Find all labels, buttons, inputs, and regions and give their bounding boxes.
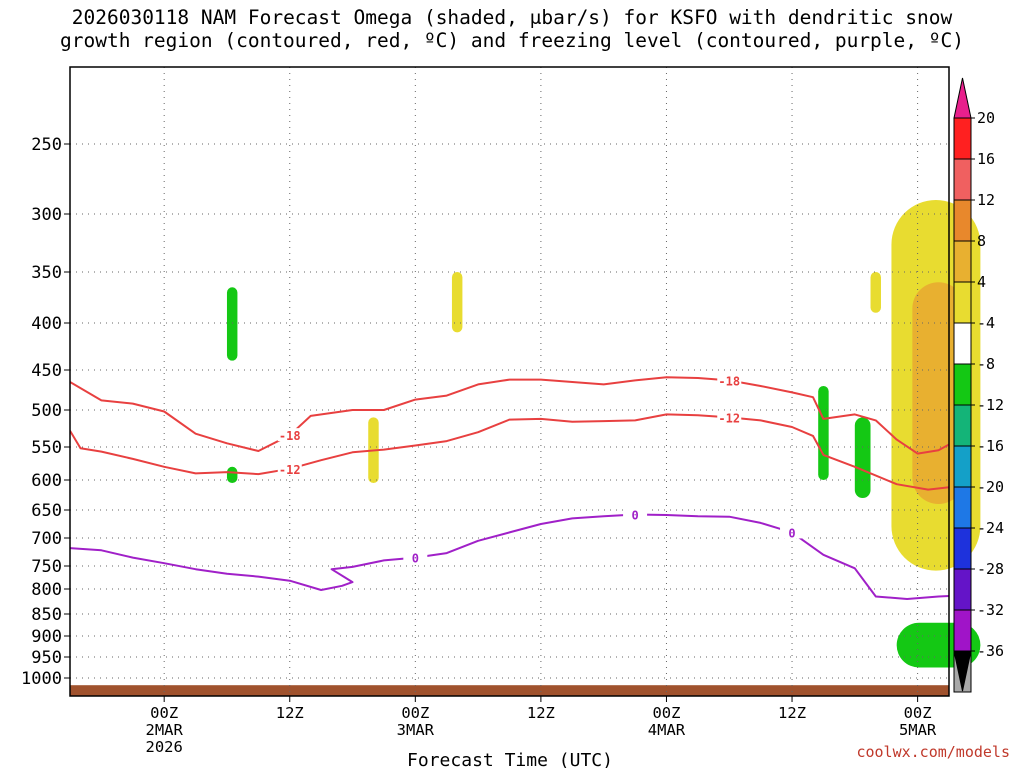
x-tick-label: 12Z <box>276 704 304 722</box>
colorbar-label--12: -12 <box>977 396 1004 414</box>
colorbar-label-16: 16 <box>977 150 995 168</box>
colorbar-bin <box>953 199 972 242</box>
x-tick-label: 00Z <box>652 704 680 722</box>
omega-region-8 <box>912 282 965 504</box>
y-tick-label-800: 800 <box>31 580 62 600</box>
y-tick-label-900: 900 <box>31 627 62 647</box>
x-tick-label: 00Z <box>150 704 178 722</box>
x-tick-label: 2026 <box>146 738 183 756</box>
colorbar-label--32: -32 <box>977 601 1004 619</box>
chart-title-line1: 2026030118 NAM Forecast Omega (shaded, μ… <box>71 6 953 29</box>
omega-region-0 <box>226 287 238 361</box>
y-tick-label-650: 650 <box>31 501 62 521</box>
contour-label: -12 <box>718 411 740 425</box>
omega-shading <box>70 200 981 696</box>
omega-region-1 <box>226 466 238 483</box>
contour-label: -12 <box>279 463 301 477</box>
y-tick-label-600: 600 <box>31 471 62 491</box>
x-tick-label: 12Z <box>527 704 555 722</box>
contour-label: 0 <box>412 552 419 566</box>
chart-title: 2026030118 NAM Forecast Omega (shaded, μ… <box>0 6 1024 52</box>
contour-line-2 <box>70 513 949 600</box>
colorbar-bin <box>953 158 972 201</box>
contour-line-1 <box>70 413 949 491</box>
colorbar-bin <box>953 240 972 283</box>
contour-label-bg <box>780 525 805 539</box>
x-tick-label: 00Z <box>401 704 429 722</box>
colorbar-bin <box>953 486 972 529</box>
y-tick-label-400: 400 <box>31 314 62 334</box>
y-tick-label-500: 500 <box>31 401 62 421</box>
y-tick-label-550: 550 <box>31 438 62 458</box>
colorbar-label-20: 20 <box>977 109 995 127</box>
colorbar-under-arrow <box>953 650 972 692</box>
contour-label: -18 <box>718 374 740 388</box>
colorbar-label-8: 8 <box>977 232 986 250</box>
plot-border <box>69 66 950 697</box>
colorbar-label-12: 12 <box>977 191 995 209</box>
y-tick-label-700: 700 <box>31 529 62 549</box>
omega-region-4 <box>818 386 829 480</box>
colorbar-label--8: -8 <box>977 355 995 373</box>
x-axis-label: Forecast Time (UTC) <box>407 750 613 768</box>
y-tick-label-250: 250 <box>31 135 62 155</box>
colorbar-label--28: -28 <box>977 560 1004 578</box>
colorbar-bin <box>953 404 972 447</box>
y-axis-ticks: 2503003504004505005506006507007508008509… <box>21 135 70 689</box>
colorbar-bin <box>953 445 972 488</box>
contour-line-0 <box>70 376 949 455</box>
colorbar-bin <box>953 363 972 406</box>
contour-label-bg <box>277 428 302 442</box>
x-tick-label: 5MAR <box>899 721 937 739</box>
y-tick-label-300: 300 <box>31 205 62 225</box>
contour-label-bg <box>277 461 302 475</box>
colorbar-bin <box>953 281 972 324</box>
y-tick-label-350: 350 <box>31 263 62 283</box>
x-tick-label: 3MAR <box>397 721 435 739</box>
terrain-band <box>70 685 949 696</box>
contour-label-bg <box>717 373 742 387</box>
y-tick-label-450: 450 <box>31 361 62 381</box>
colorbar-label--16: -16 <box>977 437 1004 455</box>
colorbar-label-4: 4 <box>977 273 986 291</box>
y-tick-label-750: 750 <box>31 557 62 577</box>
colorbar-label--24: -24 <box>977 519 1004 537</box>
y-tick-label-950: 950 <box>31 648 62 668</box>
x-tick-label: 2MAR <box>146 721 184 739</box>
x-tick-label: 00Z <box>904 704 932 722</box>
colorbar-label--4: -4 <box>977 314 995 332</box>
colorbar-bin <box>953 568 972 611</box>
omega-region-5 <box>854 417 871 498</box>
colorbar-over-arrow <box>953 77 972 119</box>
contours: -18 -18 -12 -12 0 0 0 <box>70 373 949 600</box>
contour-label: 0 <box>631 508 638 522</box>
colorbar-label--20: -20 <box>977 478 1004 496</box>
plot-frame <box>69 66 950 697</box>
x-tick-label: 12Z <box>778 704 806 722</box>
contour-label-bg <box>717 410 742 424</box>
colorbar-bin <box>953 117 972 160</box>
colorbar-label--36: -36 <box>977 642 1004 660</box>
colorbar-bin <box>953 527 972 570</box>
contour-label: -18 <box>279 429 301 443</box>
contour-label: 0 <box>788 526 795 540</box>
x-tick-label: 4MAR <box>648 721 686 739</box>
colorbar-bin <box>953 322 972 365</box>
colorbar-bin <box>953 609 972 652</box>
y-tick-label-1000: 1000 <box>21 669 62 689</box>
colorbar: 20 16 12 8 4 -4 -8 -12 -16 -20 -24 -28 -32 -36 <box>953 77 1004 693</box>
chart-title-line2: growth region (contoured, red, ºC) and f… <box>60 29 964 52</box>
credit-text: coolwx.com/models <box>856 743 1010 761</box>
grid-lines <box>70 67 949 696</box>
contour-label-bg <box>403 550 428 564</box>
y-tick-label-850: 850 <box>31 605 62 625</box>
omega-region-6 <box>870 272 881 313</box>
contour-label-bg <box>623 507 648 521</box>
omega-region-2 <box>451 272 463 333</box>
